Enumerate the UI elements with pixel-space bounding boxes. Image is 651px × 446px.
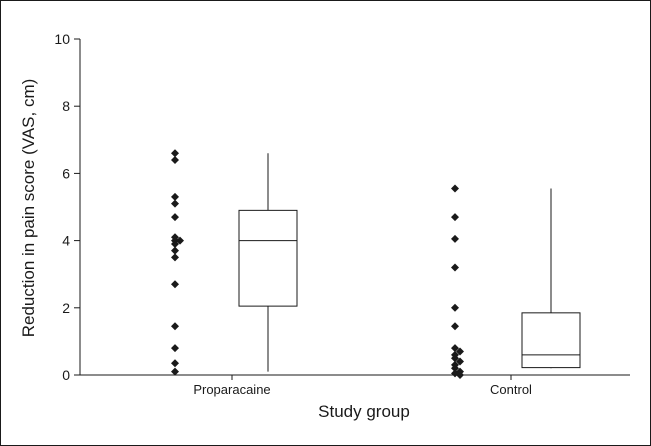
data-point [171,367,179,376]
y-axis-label: Reduction in pain score (VAS, cm) [19,79,38,338]
data-point [176,236,184,245]
data-point [171,239,179,248]
data-point [171,213,179,222]
data-point [451,303,459,312]
data-point [171,199,179,208]
x-tick-label: Control [490,382,532,397]
data-point [171,253,179,262]
data-point [451,234,459,243]
data-point [171,192,179,201]
data-point [451,263,459,272]
box [238,209,298,307]
data-point [171,359,179,368]
data-point [451,184,459,193]
data-point [451,354,459,363]
y-tick-label: 8 [62,98,70,114]
y-tick-label: 10 [54,31,70,47]
plot-area: 0 2 4 6 8 10 Proparacaine Control [54,31,630,397]
box [521,312,581,369]
y-tick-label: 4 [62,233,70,249]
x-axis-label: Study group [318,402,410,421]
data-point [171,322,179,331]
data-point [171,280,179,289]
data-point [171,149,179,158]
y-tick-label: 2 [62,300,70,316]
data-point [456,357,464,366]
data-point [456,371,464,379]
data-point [171,246,179,255]
y-tick-label: 0 [62,367,70,383]
data-point [451,364,459,373]
data-point [451,213,459,222]
data-point [451,322,459,331]
data-point [451,344,459,353]
data-point [456,347,464,356]
data-point [171,344,179,353]
y-tick-label: 6 [62,165,70,181]
x-tick-label: Proparacaine [193,382,270,397]
data-point [171,155,179,164]
